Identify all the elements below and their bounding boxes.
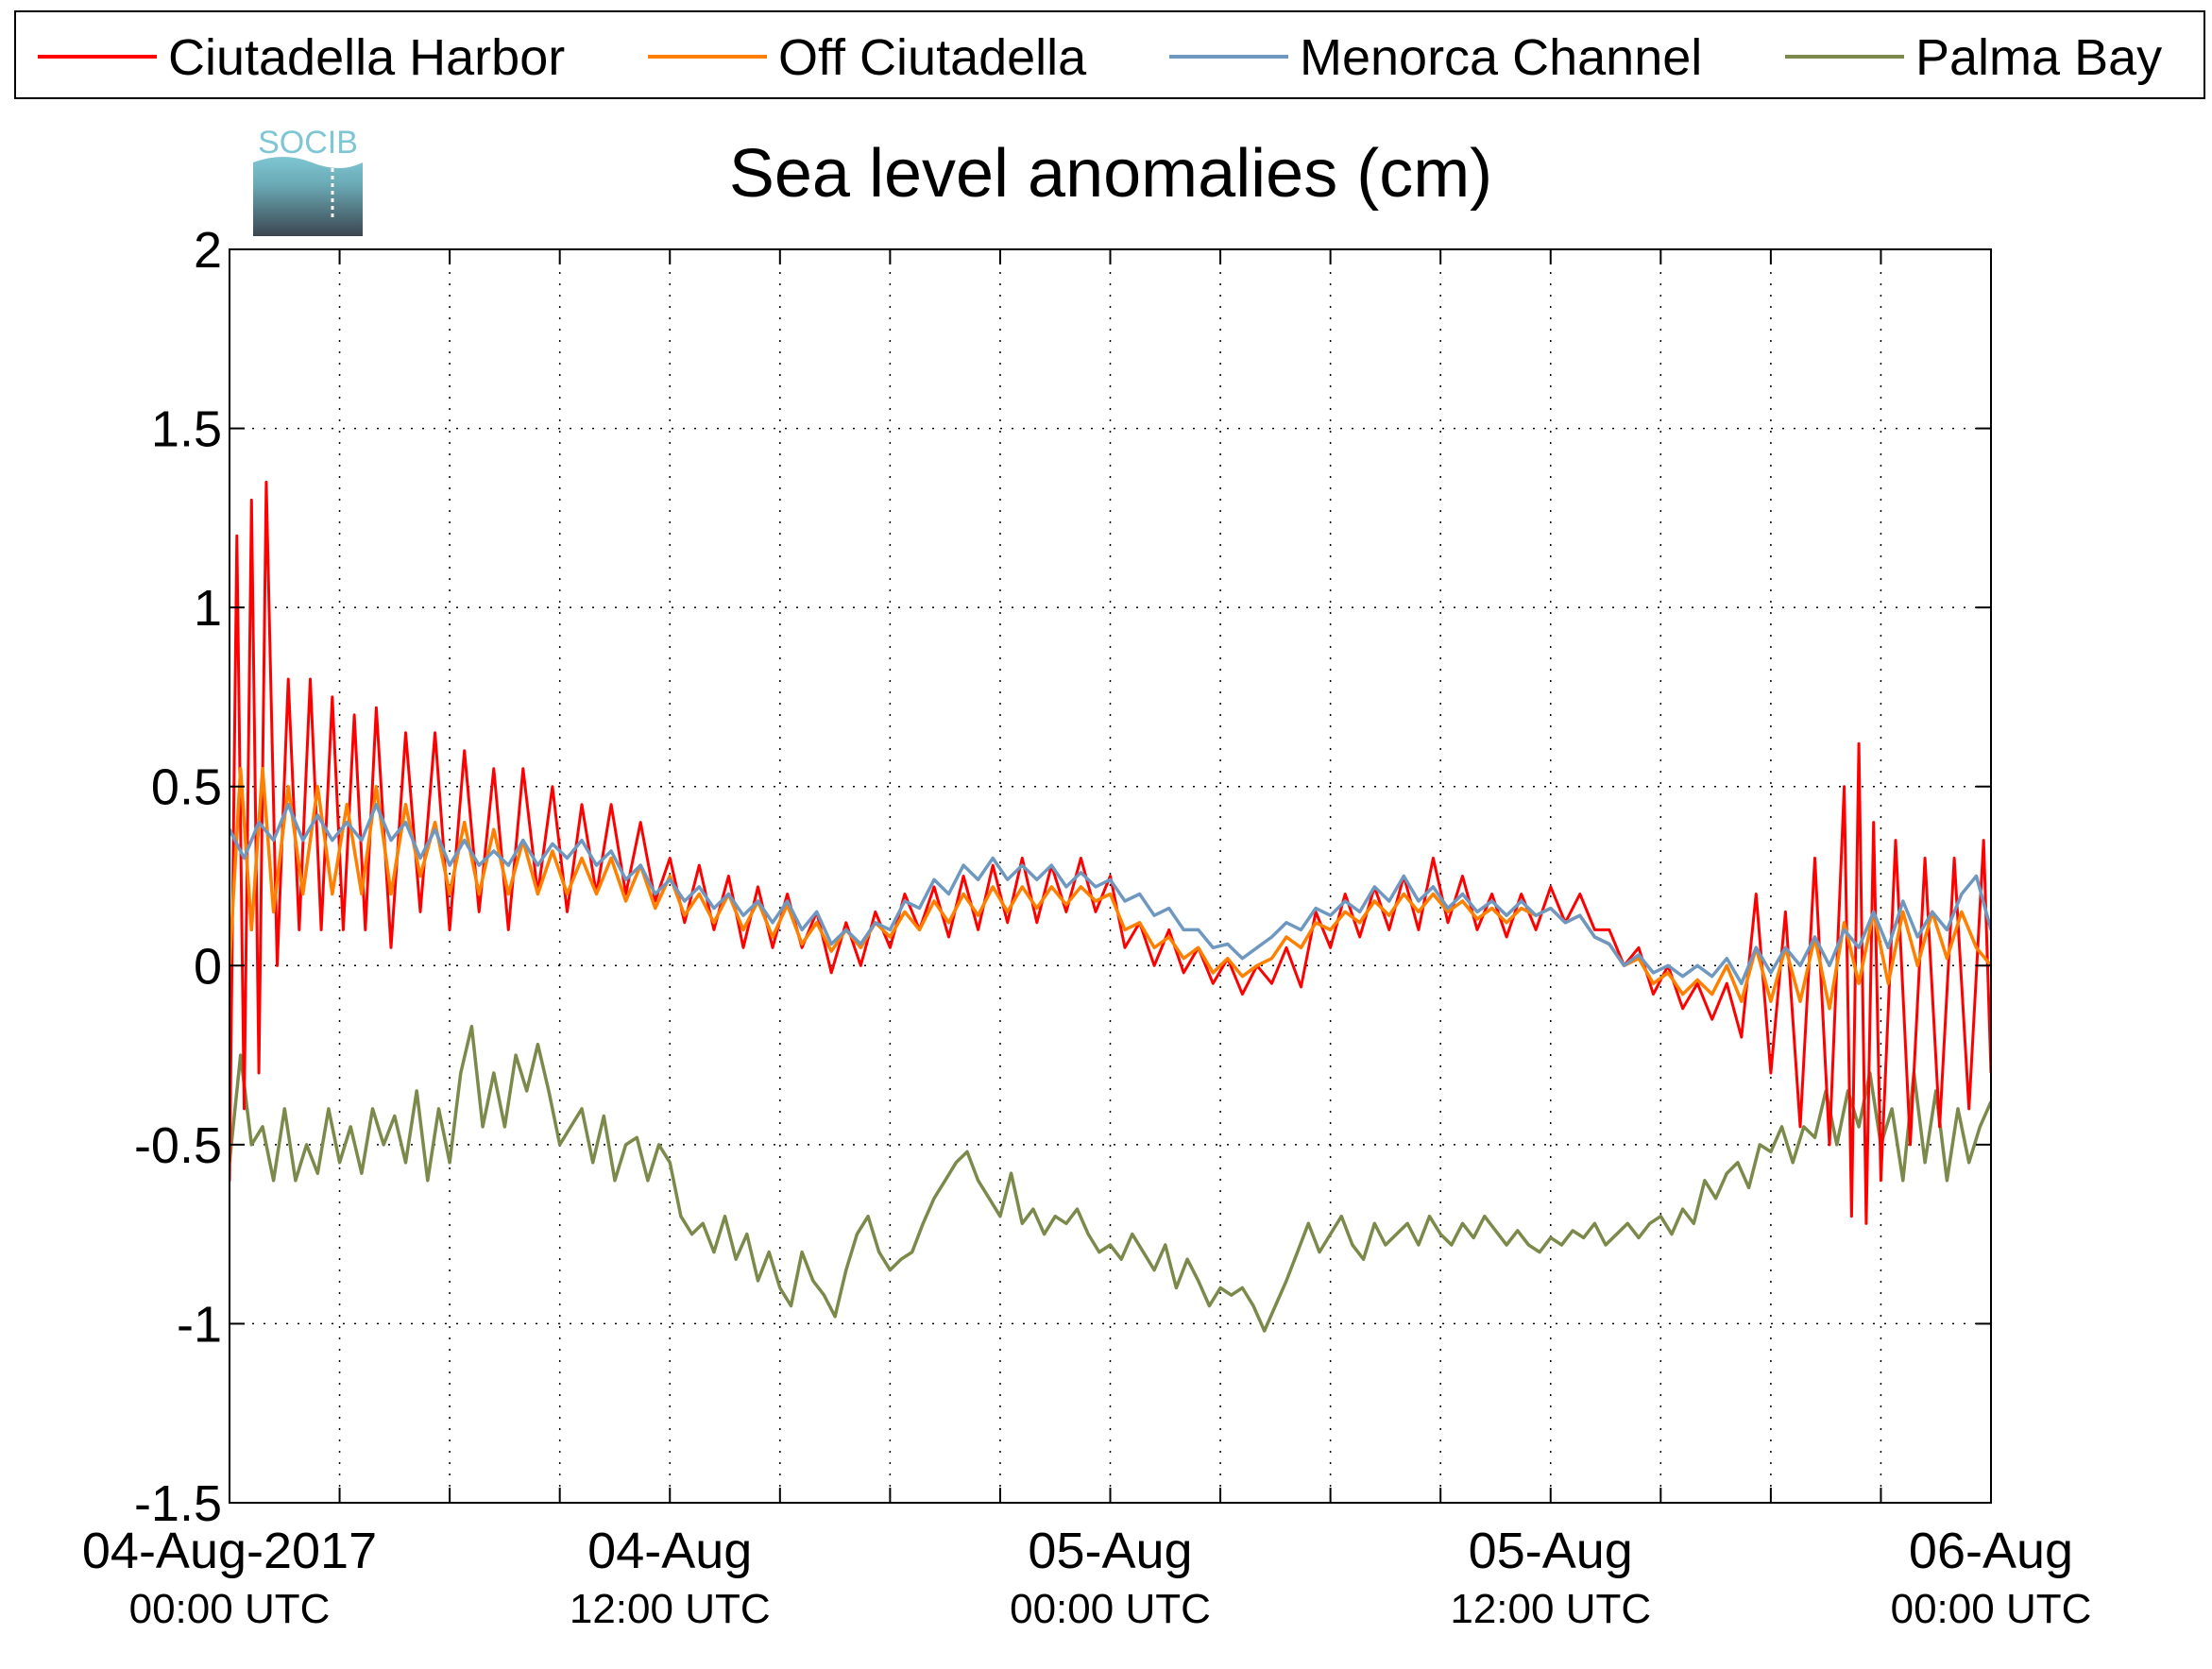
plot-area xyxy=(229,248,1992,1504)
series-lines xyxy=(230,480,1991,1333)
logo-text: SOCIB xyxy=(258,125,358,161)
legend-entry-palma-bay: Palma Bay xyxy=(1785,29,2162,86)
x-tick-label-time: 12:00 UTC xyxy=(570,1586,771,1632)
legend-label-ciutadella-harbor: Ciutadella Harbor xyxy=(168,29,565,86)
grid-lines xyxy=(230,249,1991,1503)
y-tick-label: 2 xyxy=(194,222,222,279)
series-line-ciutadella-harbor xyxy=(230,480,1991,1225)
x-tick-label-time: 12:00 UTC xyxy=(1450,1586,1651,1632)
y-tick-label: -0.5 xyxy=(134,1117,222,1174)
series-line-off-ciutadella xyxy=(230,767,1991,1011)
series-line-palma-bay xyxy=(230,1024,1991,1333)
legend-entry-ciutadella-harbor: Ciutadella Harbor xyxy=(38,29,565,86)
socib-logo: SOCIB xyxy=(253,125,363,236)
x-tick-label-time: 00:00 UTC xyxy=(129,1586,331,1632)
y-tick-labels: -1.5 -1 -0.5 0 0.5 1 1.5 2 xyxy=(134,222,222,1532)
legend: Ciutadella Harbor Off Ciutadella Menorca… xyxy=(14,10,2205,99)
x-tick-label-date: 06-Aug xyxy=(1909,1523,2073,1579)
y-tick-label: -1.5 xyxy=(134,1475,222,1532)
x-tick-label-date: 05-Aug xyxy=(1028,1523,1192,1579)
x-tick-label-date: 04-Aug xyxy=(587,1523,752,1579)
axis-ticks xyxy=(229,248,1992,1504)
x-tick-label-time: 00:00 UTC xyxy=(1010,1586,1211,1632)
y-tick-label: 1.5 xyxy=(151,401,222,458)
series-line-menorca-channel xyxy=(230,802,1991,985)
legend-label-palma-bay: Palma Bay xyxy=(1915,29,2162,86)
legend-entry-off-ciutadella: Off Ciutadella xyxy=(648,29,1087,86)
chart-title: Sea level anomalies (cm) xyxy=(729,136,1492,212)
y-tick-label: 0 xyxy=(194,938,222,995)
logo-wave xyxy=(253,157,363,236)
y-tick-label: 0.5 xyxy=(151,759,222,816)
x-tick-label-time: 00:00 UTC xyxy=(1891,1586,2092,1632)
legend-label-off-ciutadella: Off Ciutadella xyxy=(778,29,1087,86)
x-tick-label-date: 04-Aug-2017 xyxy=(82,1523,377,1579)
legend-entry-menorca-channel: Menorca Channel xyxy=(1169,29,1702,86)
x-tick-label-date: 05-Aug xyxy=(1469,1523,1633,1579)
y-tick-label: -1 xyxy=(177,1296,222,1353)
legend-label-menorca-channel: Menorca Channel xyxy=(1300,29,1702,86)
x-tick-labels: 04-Aug-2017 00:00 UTC 04-Aug 12:00 UTC 05-Au… xyxy=(82,1523,2092,1632)
y-tick-label: 1 xyxy=(194,580,222,637)
